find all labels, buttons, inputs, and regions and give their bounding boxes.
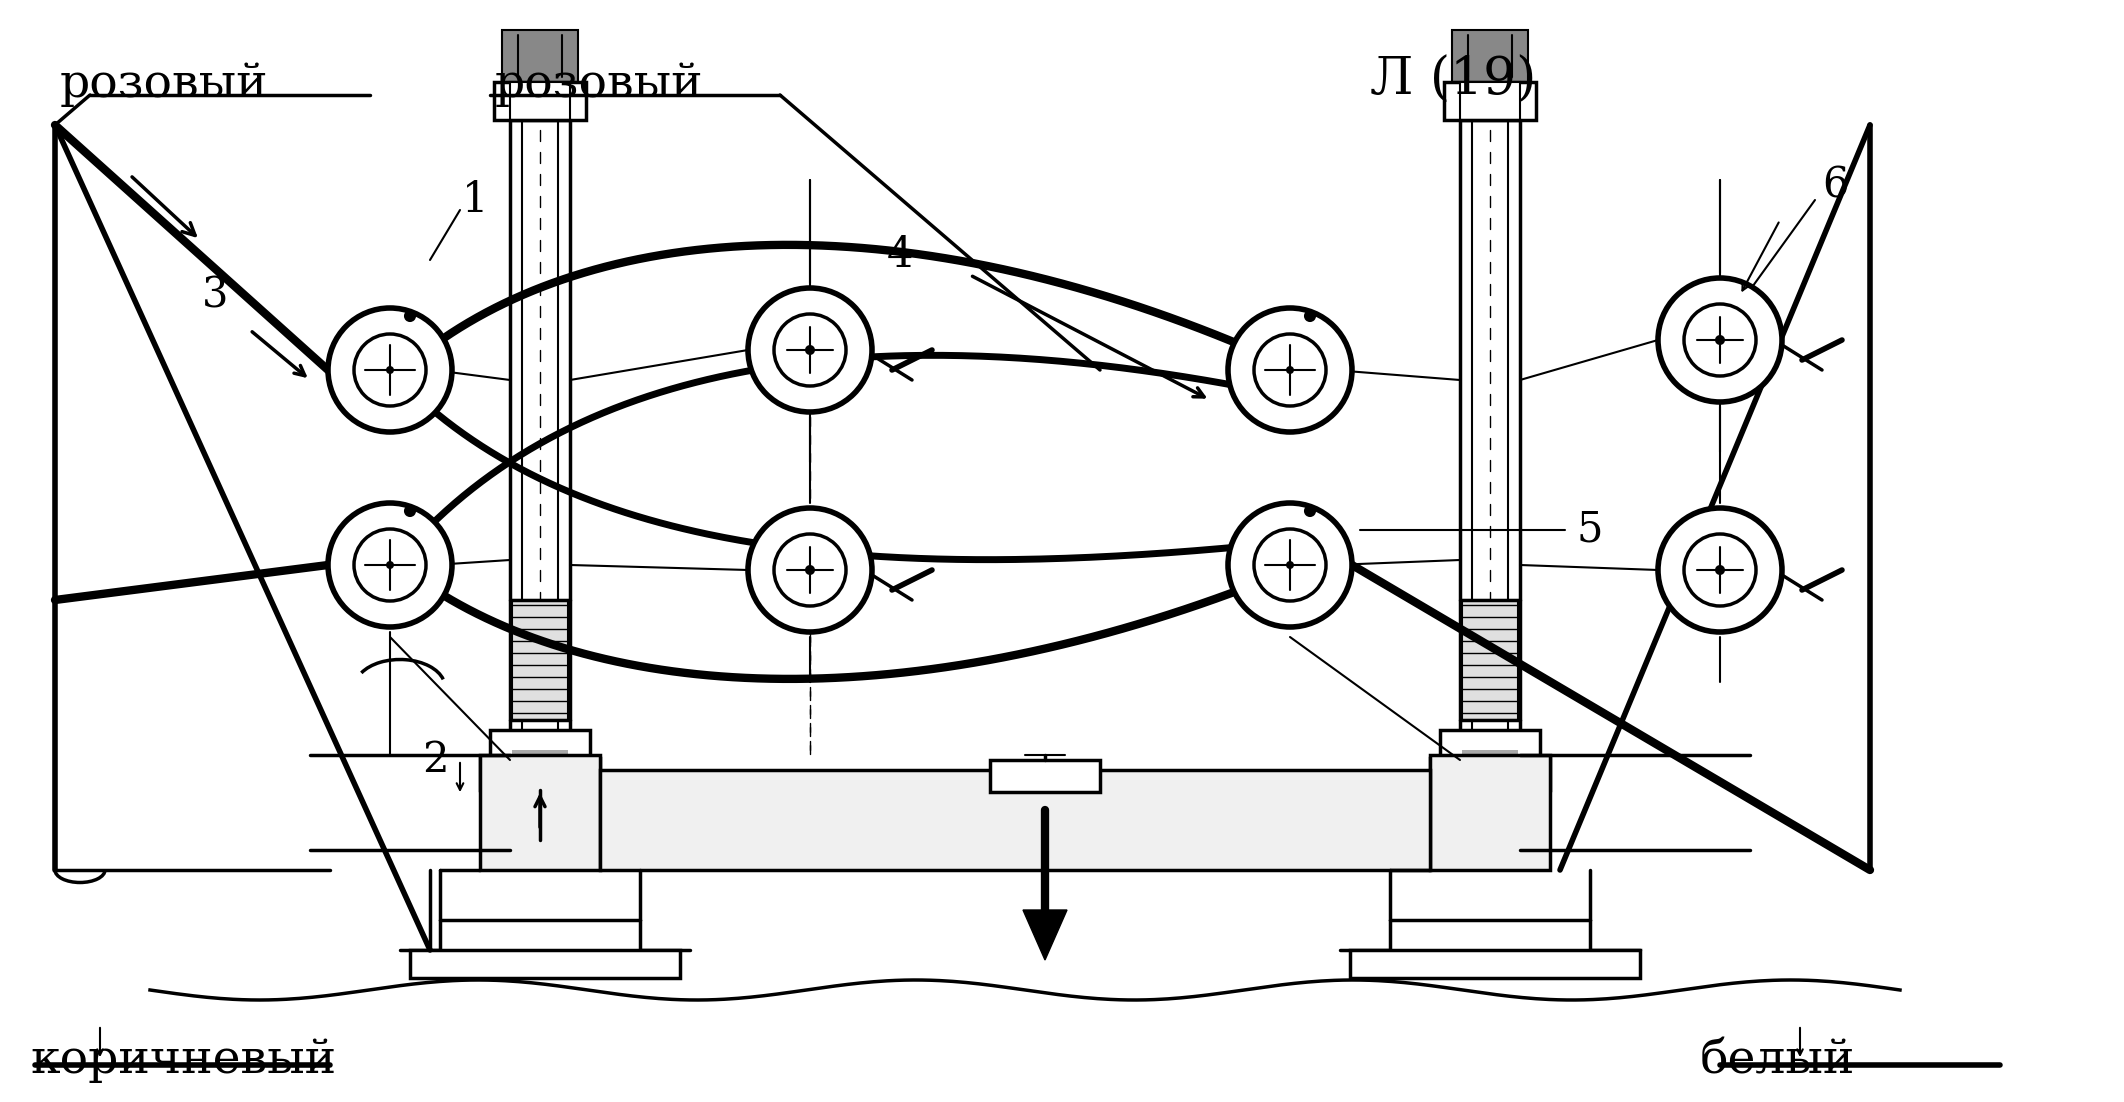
Circle shape bbox=[1659, 508, 1782, 633]
Circle shape bbox=[1684, 304, 1757, 376]
Circle shape bbox=[406, 506, 414, 516]
Circle shape bbox=[1285, 561, 1294, 569]
Bar bbox=[512, 599, 567, 720]
Bar bbox=[480, 755, 599, 869]
Bar bbox=[1440, 730, 1540, 758]
Text: Л (19): Л (19) bbox=[1370, 55, 1536, 106]
Bar bbox=[501, 30, 578, 82]
Bar bbox=[1453, 30, 1527, 82]
Circle shape bbox=[1228, 503, 1353, 627]
Circle shape bbox=[1304, 506, 1315, 516]
Bar bbox=[1461, 599, 1519, 720]
Bar bbox=[1429, 755, 1551, 869]
Circle shape bbox=[773, 534, 845, 606]
Bar bbox=[1453, 30, 1527, 82]
Text: коричневый: коричневый bbox=[30, 1038, 336, 1083]
Circle shape bbox=[387, 366, 393, 374]
Circle shape bbox=[1285, 366, 1294, 374]
Circle shape bbox=[1714, 565, 1725, 575]
Circle shape bbox=[406, 311, 414, 321]
Bar bbox=[495, 82, 586, 120]
Bar bbox=[1351, 950, 1640, 977]
Circle shape bbox=[1253, 334, 1325, 406]
Circle shape bbox=[748, 508, 873, 633]
Bar bbox=[491, 730, 590, 758]
Circle shape bbox=[1228, 307, 1353, 432]
Text: 1: 1 bbox=[461, 179, 489, 222]
Circle shape bbox=[1253, 529, 1325, 601]
Bar bbox=[510, 82, 569, 120]
Bar bbox=[1444, 82, 1536, 120]
Bar bbox=[1429, 758, 1551, 790]
Bar bbox=[501, 30, 578, 82]
Circle shape bbox=[387, 561, 393, 569]
Text: розовый: розовый bbox=[59, 62, 268, 107]
Bar bbox=[480, 758, 599, 790]
Bar bbox=[410, 950, 680, 977]
Circle shape bbox=[1659, 278, 1782, 402]
Bar bbox=[599, 770, 1429, 869]
Circle shape bbox=[1304, 311, 1315, 321]
Circle shape bbox=[327, 503, 452, 627]
Text: 6: 6 bbox=[1822, 164, 1848, 206]
Text: 4: 4 bbox=[886, 234, 913, 276]
Circle shape bbox=[805, 345, 816, 355]
Circle shape bbox=[748, 288, 873, 412]
Polygon shape bbox=[1024, 910, 1066, 960]
Bar bbox=[990, 760, 1100, 792]
Bar bbox=[1459, 82, 1521, 120]
Circle shape bbox=[773, 314, 845, 386]
Text: 5: 5 bbox=[1576, 509, 1604, 551]
Bar bbox=[410, 950, 680, 977]
Circle shape bbox=[805, 565, 816, 575]
Bar bbox=[1351, 950, 1640, 977]
Circle shape bbox=[1714, 335, 1725, 345]
Bar bbox=[1461, 750, 1519, 761]
Circle shape bbox=[1684, 534, 1757, 606]
Text: 2: 2 bbox=[423, 739, 448, 781]
Circle shape bbox=[355, 529, 427, 601]
Text: 3: 3 bbox=[202, 274, 227, 316]
Circle shape bbox=[327, 307, 452, 432]
Bar bbox=[512, 750, 567, 761]
Circle shape bbox=[355, 334, 427, 406]
Text: розовый: розовый bbox=[495, 62, 703, 107]
Text: белый: белый bbox=[1699, 1038, 1856, 1083]
